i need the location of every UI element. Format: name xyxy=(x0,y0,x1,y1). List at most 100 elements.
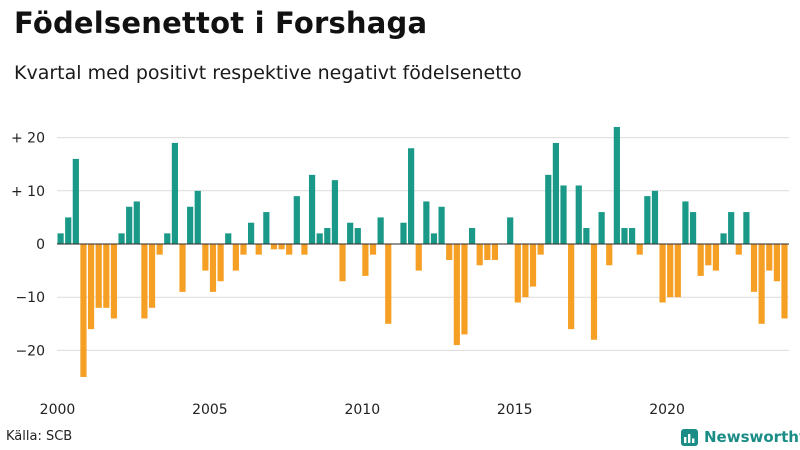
bar: 2006 Q2: 4 xyxy=(248,222,255,244)
bar-chart-logo-icon xyxy=(681,428,698,446)
y-tick-label: + 10 xyxy=(11,184,45,200)
y-tick-label: −10 xyxy=(15,290,45,306)
bar: 2015 Q1: -11 xyxy=(514,244,521,303)
bar: 2010 Q3: 5 xyxy=(377,217,384,244)
bar: 2009 Q2: -7 xyxy=(339,244,346,282)
y-tick-label: −20 xyxy=(15,343,45,359)
bar: 2005 Q3: 2 xyxy=(225,233,232,244)
bar: 2006 Q3: -2 xyxy=(255,244,262,255)
bar: 2021 Q1: -6 xyxy=(697,244,704,276)
bar: 2014 Q4: 5 xyxy=(507,217,514,244)
bar: 2017 Q3: -18 xyxy=(590,244,598,340)
x-tick-label: 2015 xyxy=(497,402,533,418)
bar: 2018 Q2: 22 xyxy=(613,126,620,244)
bar: 2015 Q2: -10 xyxy=(522,244,529,298)
bar: 2008 Q4: 3 xyxy=(324,228,331,244)
bar: 2013 Q2: -17 xyxy=(461,244,468,335)
bar: 2009 Q4: 3 xyxy=(354,228,361,244)
bar: 2002 Q2: 7 xyxy=(126,206,133,244)
bar: 2022 Q1: 6 xyxy=(728,212,735,244)
bar: 2020 Q1: -10 xyxy=(667,244,674,298)
bar: 2020 Q3: 8 xyxy=(682,201,689,244)
bar: 2019 Q3: 10 xyxy=(651,190,659,244)
bar: 2007 Q2: -1 xyxy=(278,244,285,250)
bar: 2000 Q2: 5 xyxy=(65,217,72,244)
x-axis-ticks: 2000 2005 2010 2015 2020 xyxy=(40,402,685,418)
x-tick-label: 2010 xyxy=(344,402,380,418)
bar: 2018 Q4: 3 xyxy=(629,228,636,244)
bar: 2000 Q1: 2 xyxy=(57,233,64,244)
bar: 2005 Q4: -5 xyxy=(232,244,239,271)
bar: 2001 Q2: -12 xyxy=(95,244,102,308)
bar: 2021 Q4: 2 xyxy=(720,233,727,244)
bar: 2023 Q4: -14 xyxy=(781,244,788,319)
bar: 2001 Q3: -12 xyxy=(103,244,110,308)
bar: 2016 Q4: -16 xyxy=(568,244,575,330)
bar: 2020 Q2: -10 xyxy=(674,244,681,298)
grid-lines xyxy=(57,137,789,351)
bar: 2010 Q1: -6 xyxy=(362,244,369,276)
bar: 2023 Q1: -15 xyxy=(758,244,765,324)
bar: 2014 Q2: -3 xyxy=(491,244,499,260)
chart-title: Födelsenettot i Forshaga xyxy=(14,6,428,40)
bar: 2012 Q1: 8 xyxy=(423,201,430,244)
bar: 2004 Q2: 7 xyxy=(187,206,194,244)
bar: 2005 Q1: -9 xyxy=(209,244,217,292)
source-note: Källa: SCB xyxy=(6,429,73,444)
bar: 2016 Q2: 19 xyxy=(552,142,559,244)
bar: 2021 Q3: -5 xyxy=(712,244,720,271)
bar: 2011 Q2: 4 xyxy=(400,222,407,244)
bar: 2002 Q4: -14 xyxy=(141,244,148,319)
bar: 2009 Q3: 4 xyxy=(347,222,354,244)
bar: 2016 Q3: 11 xyxy=(560,185,567,244)
bar: 2023 Q3: -7 xyxy=(773,244,780,282)
y-tick-label: 0 xyxy=(36,237,45,253)
bar: 2003 Q1: -12 xyxy=(148,244,156,308)
chart-subtitle: Kvartal med positivt respektive negativt… xyxy=(14,62,522,84)
bar: 2022 Q4: -9 xyxy=(750,244,758,292)
bar: 2019 Q2: 9 xyxy=(644,196,651,244)
bar: 2019 Q1: -2 xyxy=(636,244,643,255)
bar: 2001 Q4: -14 xyxy=(110,244,118,319)
bar: 2019 Q4: -11 xyxy=(659,244,666,303)
bar: 2007 Q4: 9 xyxy=(293,196,300,244)
bar: 2009 Q1: 12 xyxy=(331,180,339,244)
bar: 2004 Q4: -5 xyxy=(202,244,209,271)
bar: 2000 Q4: -25 xyxy=(80,244,87,377)
bar: 2005 Q2: -7 xyxy=(217,244,224,282)
bars: 2000 Q1: 22000 Q2: 52000 Q3: 162000 Q4: … xyxy=(57,126,788,377)
bar: 2017 Q4: 6 xyxy=(598,212,605,244)
y-axis-ticks: + 20 + 10 0 −10 −20 xyxy=(11,131,45,360)
bar: 2007 Q1: -1 xyxy=(270,244,278,250)
bar: 2011 Q3: 18 xyxy=(408,148,415,244)
bar: 2023 Q2: -5 xyxy=(766,244,773,271)
bar: 2015 Q4: -2 xyxy=(537,244,544,255)
x-tick-label: 2005 xyxy=(192,402,228,418)
bar: 2006 Q1: -2 xyxy=(240,244,247,255)
bar: 2008 Q2: 13 xyxy=(308,174,316,244)
brand-logo[interactable]: Newsworthy xyxy=(681,426,800,448)
bar: 2012 Q2: 2 xyxy=(430,233,438,244)
bar: 2014 Q1: -3 xyxy=(484,244,491,260)
bar: 2020 Q4: 6 xyxy=(689,212,697,244)
bar: 2013 Q3: 3 xyxy=(468,228,476,244)
bar: 2002 Q3: 8 xyxy=(133,201,140,244)
bar: 2017 Q2: 3 xyxy=(583,228,590,244)
bar: 2018 Q3: 3 xyxy=(621,228,628,244)
bar: 2008 Q3: 2 xyxy=(316,233,323,244)
bar: 2012 Q4: -3 xyxy=(446,244,453,260)
y-tick-label: + 20 xyxy=(11,131,45,147)
bar: 2007 Q3: -2 xyxy=(286,244,293,255)
x-tick-label: 2020 xyxy=(649,402,685,418)
x-tick-label: 2000 xyxy=(40,402,76,418)
bar: 2002 Q1: 2 xyxy=(118,233,125,244)
bar: 2004 Q3: 10 xyxy=(194,190,201,244)
bar: 2001 Q1: -16 xyxy=(87,244,95,330)
bar: 2010 Q2: -2 xyxy=(369,244,377,255)
bar: 2013 Q1: -19 xyxy=(453,244,460,346)
bar: 2022 Q3: 6 xyxy=(743,212,750,244)
bar: 2013 Q4: -4 xyxy=(476,244,483,266)
bar: 2003 Q2: -2 xyxy=(156,244,163,255)
bar: 2004 Q1: -9 xyxy=(179,244,186,292)
